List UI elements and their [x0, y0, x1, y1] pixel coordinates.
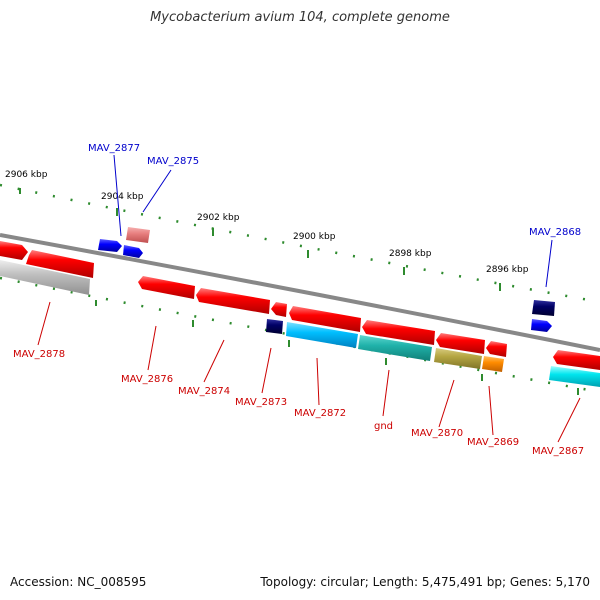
- gene-gray-mav2878[interactable]: [0, 260, 90, 295]
- kbp-label-2898: 2898 kbp: [389, 249, 432, 259]
- gene-labels-bottom: MAV_2878 MAV_2876 MAV_2874 MAV_2873 MAV_…: [13, 349, 584, 457]
- accession-text: Accession: NC_008595: [10, 575, 147, 589]
- gene-red-1[interactable]: [0, 241, 28, 260]
- gene-red-small[interactable]: [271, 302, 287, 317]
- genes-red: [0, 241, 600, 370]
- gene-label-mav2875[interactable]: MAV_2875: [147, 156, 199, 167]
- gene-mav2875[interactable]: [123, 245, 143, 258]
- gene-teal-gnd[interactable]: [358, 335, 432, 361]
- major-ticks-lower: [95, 300, 579, 395]
- gene-cyan-mav2872[interactable]: [286, 322, 358, 348]
- genes-lower-row: [0, 260, 600, 387]
- gene-red-mav2870[interactable]: [436, 333, 485, 354]
- gene-mav2868b[interactable]: [531, 319, 552, 332]
- genome-backbone: [0, 233, 600, 352]
- kbp-label-2900: 2900 kbp: [293, 232, 336, 242]
- gene-label-mav2869[interactable]: MAV_2869: [467, 437, 519, 448]
- kbp-label-2902: 2902 kbp: [197, 213, 240, 223]
- gene-label-mav2867[interactable]: MAV_2867: [532, 446, 584, 457]
- kbp-label-2896: 2896 kbp: [486, 265, 529, 275]
- gene-red-mav2867[interactable]: [553, 350, 600, 370]
- gene-red-gnd[interactable]: [362, 320, 435, 345]
- gene-red-2[interactable]: [26, 250, 94, 278]
- gene-orange-mav2869[interactable]: [482, 356, 504, 372]
- gene-red-mav2874[interactable]: [196, 288, 270, 314]
- gene-olive-mav2870[interactable]: [434, 348, 482, 369]
- gene-mav2875-pink[interactable]: [126, 227, 150, 243]
- topology-text: Topology: circular; Length: 5,475,491 bp…: [260, 575, 590, 589]
- gene-label-mav2870[interactable]: MAV_2870: [411, 428, 463, 439]
- genes-top-strand: [98, 227, 555, 332]
- tick-track-upper: [0, 183, 600, 304]
- gene-labels-top: MAV_2877 MAV_2875 MAV_2868: [88, 143, 581, 238]
- gene-label-mav2868[interactable]: MAV_2868: [529, 227, 581, 238]
- leader-lines-bottom: [37, 301, 581, 443]
- kbp-labels: 2906 kbp 2904 kbp 2902 kbp 2900 kbp 2898…: [5, 170, 529, 275]
- gene-label-mav2876[interactable]: MAV_2876: [121, 374, 173, 385]
- gene-label-mav2872[interactable]: MAV_2872: [294, 408, 346, 419]
- gene-red-mav2876[interactable]: [138, 276, 195, 299]
- gene-label-mav2873[interactable]: MAV_2873: [235, 397, 287, 408]
- gene-red-mav2872[interactable]: [289, 306, 361, 332]
- gene-label-mav2878[interactable]: MAV_2878: [13, 349, 65, 360]
- gene-label-mav2877[interactable]: MAV_2877: [88, 143, 140, 154]
- kbp-label-2906: 2906 kbp: [5, 170, 48, 180]
- leader-lines-top: [113, 154, 553, 288]
- gene-label-mav2874[interactable]: MAV_2874: [178, 386, 230, 397]
- gene-navy-mav2873[interactable]: [266, 319, 283, 334]
- gene-red-mav2869[interactable]: [486, 341, 507, 357]
- kbp-label-2904: 2904 kbp: [101, 192, 144, 202]
- gene-aqua-mav2867[interactable]: [549, 366, 600, 387]
- map-title: Mycobacterium avium 104, complete genome: [150, 10, 450, 25]
- major-ticks-upper: [19, 188, 501, 291]
- gene-label-gnd[interactable]: gnd: [374, 421, 393, 432]
- gene-mav2877[interactable]: [98, 239, 122, 252]
- gene-mav2868[interactable]: [532, 300, 555, 316]
